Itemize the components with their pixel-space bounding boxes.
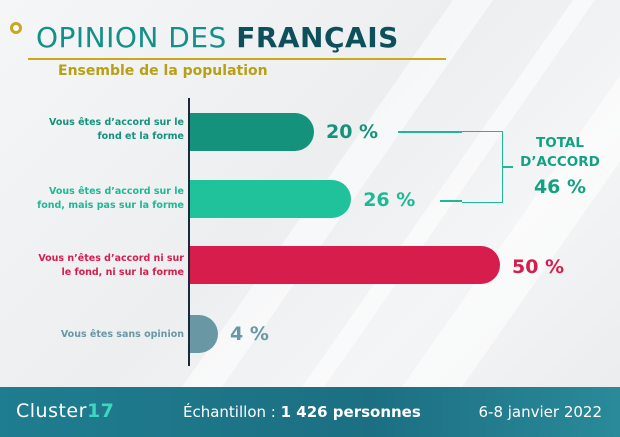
value-label: 26 % (363, 189, 416, 211)
total-value: 46 % (533, 176, 587, 198)
category-label: Vous n’êtes d’accord ni sur le fond, ni … (38, 253, 184, 278)
total-bracket (462, 131, 503, 203)
bar-desaccord (190, 246, 500, 284)
bracket-tick-bottom (440, 200, 462, 202)
page-title: OPINION DES FRANÇAIS (36, 18, 399, 58)
background-streak (367, 0, 620, 437)
category-label: Vous êtes d’accord sur le fond, mais pas… (37, 186, 184, 211)
chart-axis (188, 98, 190, 366)
total-accord: TOTAL D’ACCORD 46 % (510, 134, 610, 198)
sample-prefix: Échantillon : (183, 403, 281, 421)
footer-banner: Cluster17 Échantillon : 1 426 personnes … (0, 387, 620, 437)
title-bullet-icon (10, 22, 22, 34)
sample-value: 1 426 personnes (280, 403, 421, 421)
total-label-line1: TOTAL (536, 135, 584, 151)
category-label: Vous êtes sans opinion (60, 329, 184, 340)
title-light: OPINION DES (36, 21, 237, 54)
sample-size: Échantillon : 1 426 personnes (183, 403, 421, 421)
value-label: 50 % (512, 256, 565, 278)
survey-date: 6-8 janvier 2022 (478, 403, 602, 421)
brand-logo: Cluster17 (16, 400, 114, 422)
value-label: 4 % (230, 323, 269, 345)
bracket-tick-top (398, 131, 462, 133)
title-underline (28, 58, 446, 60)
bar-accord-fond (190, 180, 352, 218)
category-label: Vous êtes d’accord sur le fond et la for… (49, 117, 184, 142)
bar-accord-fond-forme (190, 113, 314, 151)
brand-number: 17 (86, 400, 115, 422)
bracket-tick-mid (503, 166, 513, 168)
page-subtitle: Ensemble de la population (58, 63, 268, 79)
total-label-line2: D’ACCORD (520, 154, 600, 170)
title-bold: FRANÇAIS (236, 21, 399, 54)
value-label: 20 % (326, 121, 379, 143)
brand-light: Cluster (16, 400, 87, 422)
